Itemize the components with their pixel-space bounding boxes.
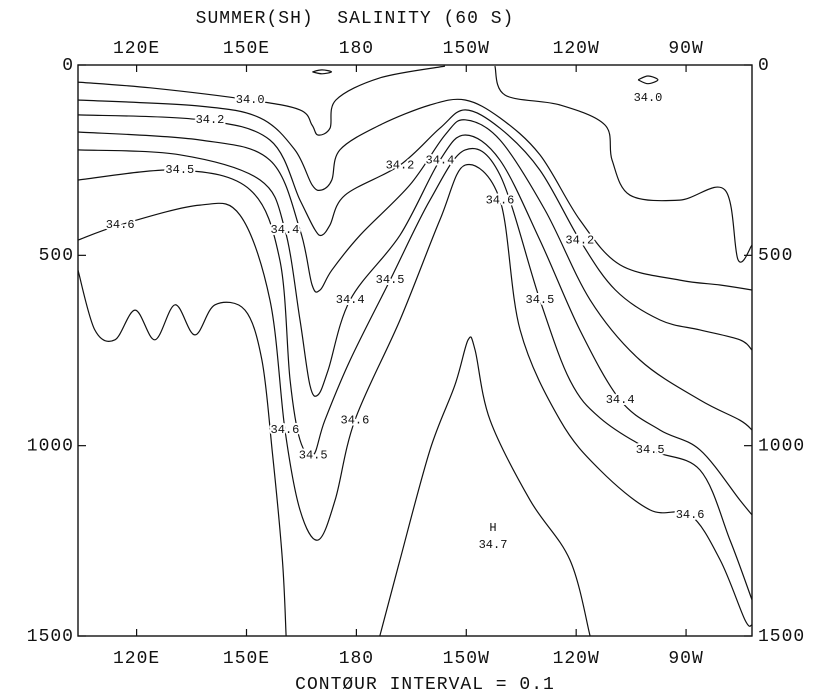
contour-line (494, 65, 752, 263)
contour-label: 34.5 (636, 443, 665, 457)
contour-level (78, 270, 591, 636)
x-tick-label-top: 150E (223, 39, 270, 59)
contour-line (78, 134, 752, 516)
extremum: H 34.7 (477, 519, 510, 554)
contour-line (78, 147, 752, 601)
contour-label: 34.6 (341, 413, 370, 427)
contour-label: 34.4 (606, 393, 635, 407)
contour-level (78, 119, 752, 431)
contour-label: 34.5 (165, 163, 194, 177)
contour-label: 34.0 (236, 93, 265, 107)
chart-footer: CONTØUR INTERVAL = 0.1 (295, 675, 555, 695)
contour-level (78, 98, 752, 291)
x-tick-label-bottom: 120E (113, 649, 160, 669)
contour-label: 34.4 (426, 153, 455, 167)
x-tick-label-top: 90W (668, 39, 703, 59)
x-tick-label-top: 180 (339, 39, 374, 59)
contour-line (637, 75, 659, 85)
x-tick-label-bottom: 150W (443, 649, 490, 669)
contour-line (78, 98, 752, 291)
contour-level (78, 163, 752, 627)
contour-label: 34.4 (336, 293, 365, 307)
contour-label: 34.2 (565, 233, 594, 247)
contour-line (78, 109, 752, 351)
contour-label: 34.5 (299, 448, 328, 462)
contour-label: 34.6 (486, 193, 515, 207)
y-tick-label-right: 1000 (758, 436, 805, 456)
contour-label: 34.5 (526, 293, 555, 307)
contour-label: 34.6 (676, 508, 705, 522)
contour-line (78, 270, 287, 636)
y-tick-label-left: 1500 (27, 627, 74, 647)
extremum-label: H (489, 521, 496, 535)
contour-line (379, 336, 591, 636)
plot-frame (77, 64, 753, 637)
y-tick-label-left: 0 (62, 56, 74, 76)
contour-level (78, 147, 752, 601)
x-tick-label-bottom: 180 (339, 649, 374, 669)
contour-level (78, 65, 752, 263)
y-tick-label-left: 1000 (27, 436, 74, 456)
contour-label: 34.6 (106, 218, 135, 232)
x-tick-label-bottom: 90W (668, 649, 703, 669)
x-tick-label-bottom: 150E (223, 649, 270, 669)
contour-line (312, 69, 333, 75)
y-tick-label-right: 0 (758, 56, 770, 76)
contour-label: 34.2 (386, 158, 415, 172)
contour-line (78, 65, 446, 136)
x-tick-label-bottom: 120W (553, 649, 600, 669)
x-tick-label-top: 120E (113, 39, 160, 59)
y-tick-label-right: 500 (758, 246, 793, 266)
x-tick-label-top: 120W (553, 39, 600, 59)
contour-label: 34.0 (634, 91, 663, 105)
x-tick-label-top: 150W (443, 39, 490, 59)
contour-label: 34.2 (196, 113, 225, 127)
contour-line (78, 119, 752, 431)
extremum-value: 34.7 (479, 538, 508, 552)
contour-label: 34.5 (376, 273, 405, 287)
contour-line (78, 163, 752, 627)
y-tick-label-right: 1500 (758, 627, 805, 647)
contour-level (78, 109, 752, 351)
contour-label: 34.6 (271, 423, 300, 437)
contour-label: 34.4 (271, 223, 300, 237)
contour-level (78, 134, 752, 516)
chart-title: SUMMER(SH) SALINITY (60 S) (196, 9, 515, 29)
y-tick-label-left: 500 (39, 246, 74, 266)
